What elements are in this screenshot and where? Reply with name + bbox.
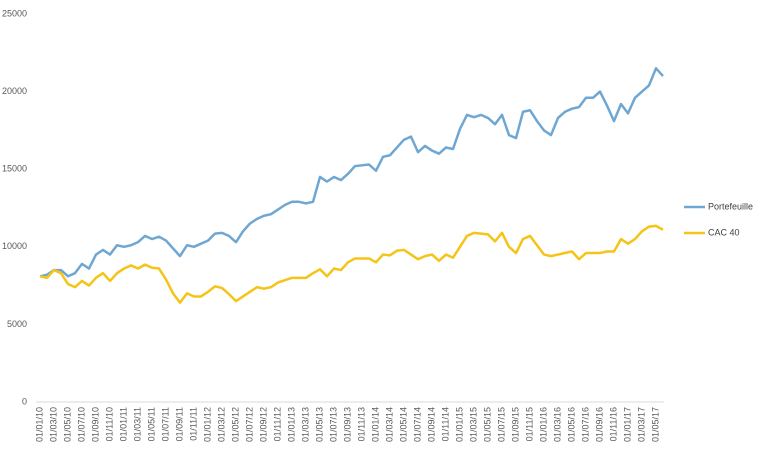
x-tick-label: 01/05/11 bbox=[146, 407, 156, 441]
x-tick-label: 01/11/11 bbox=[188, 407, 198, 441]
x-tick-label: 01/01/17 bbox=[622, 407, 632, 442]
y-tick-label: 25000 bbox=[2, 8, 27, 18]
x-tick-label: 01/11/16 bbox=[608, 407, 618, 441]
x-tick-label: 01/03/15 bbox=[468, 407, 478, 442]
line-series bbox=[39, 224, 664, 304]
x-tick-label: 01/07/12 bbox=[244, 407, 254, 442]
x-tick-label: 01/07/13 bbox=[328, 407, 338, 442]
x-tick-label: 01/03/16 bbox=[552, 407, 562, 442]
x-tick-label: 01/03/17 bbox=[636, 407, 646, 442]
x-tick-label: 01/09/13 bbox=[342, 407, 352, 442]
y-tick-label: 0 bbox=[22, 396, 27, 406]
x-tick-label: 01/01/12 bbox=[202, 407, 212, 442]
x-tick-label: 01/01/10 bbox=[34, 407, 44, 442]
x-tick-label: 01/09/15 bbox=[510, 407, 520, 442]
x-tick-label: 01/09/12 bbox=[258, 407, 268, 442]
legend-label: CAC 40 bbox=[708, 227, 740, 237]
y-tick-label: 20000 bbox=[2, 86, 27, 96]
x-tick-label: 01/09/11 bbox=[174, 407, 184, 441]
line-series bbox=[39, 67, 664, 278]
x-tick-label: 01/03/13 bbox=[300, 407, 310, 442]
x-tick-label: 01/09/10 bbox=[90, 407, 100, 442]
x-tick-label: 01/05/16 bbox=[566, 407, 576, 442]
x-tick-label: 01/11/12 bbox=[272, 407, 282, 441]
x-tick-label: 01/11/15 bbox=[524, 407, 534, 441]
x-tick-label: 01/07/16 bbox=[580, 407, 590, 442]
x-tick-label: 01/01/14 bbox=[370, 407, 380, 442]
x-tick-label: 01/01/13 bbox=[286, 407, 296, 442]
x-tick-label: 01/07/15 bbox=[496, 407, 506, 442]
x-tick-label: 01/11/10 bbox=[104, 407, 114, 441]
x-tick-label: 01/05/12 bbox=[230, 407, 240, 442]
y-tick-label: 10000 bbox=[2, 241, 27, 251]
x-tick-label: 01/05/17 bbox=[650, 407, 660, 442]
x-tick-label: 01/07/14 bbox=[412, 407, 422, 442]
x-tick-label: 01/11/14 bbox=[440, 407, 450, 441]
x-tick-label: 01/11/13 bbox=[356, 407, 366, 441]
x-tick-label: 01/01/16 bbox=[538, 407, 548, 442]
x-tick-label: 01/05/13 bbox=[314, 407, 324, 442]
legend-label: Portefeuille bbox=[708, 201, 753, 211]
x-tick-label: 01/03/12 bbox=[216, 407, 226, 442]
x-tick-label: 01/01/15 bbox=[454, 407, 464, 442]
x-tick-label: 01/01/11 bbox=[118, 407, 128, 441]
x-tick-label: 01/05/14 bbox=[398, 407, 408, 442]
x-tick-label: 01/09/16 bbox=[594, 407, 604, 442]
x-tick-label: 01/07/10 bbox=[76, 407, 86, 442]
x-tick-label: 01/07/11 bbox=[160, 407, 170, 441]
y-tick-label: 5000 bbox=[7, 319, 27, 329]
x-tick-label: 01/05/10 bbox=[62, 407, 72, 442]
x-tick-label: 01/03/10 bbox=[48, 407, 58, 442]
x-tick-label: 01/03/11 bbox=[132, 407, 142, 441]
x-tick-label: 01/09/14 bbox=[426, 407, 436, 442]
x-tick-label: 01/03/14 bbox=[384, 407, 394, 442]
y-tick-label: 15000 bbox=[2, 164, 27, 174]
x-tick-label: 01/05/15 bbox=[482, 407, 492, 442]
